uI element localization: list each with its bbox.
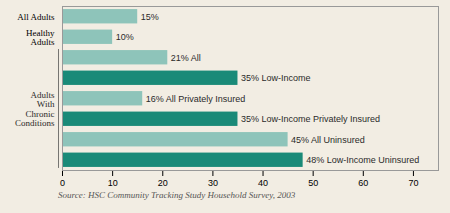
svg-text:48% Low-Income Uninsured: 48% Low-Income Uninsured [306, 155, 419, 165]
svg-text:20: 20 [158, 178, 168, 188]
svg-text:10: 10 [108, 178, 118, 188]
svg-text:35% Low-Income Privately Insur: 35% Low-Income Privately Insured [241, 114, 380, 124]
svg-text:All Adults: All Adults [17, 12, 55, 22]
svg-text:40: 40 [258, 178, 268, 188]
svg-text:HealthyAdults: HealthyAdults [26, 28, 55, 47]
html-text:Source: HSC Community Tracking: Source: HSC Community Tracking Study Hou… [58, 190, 296, 200]
svg-text:70: 70 [408, 178, 418, 188]
svg-text:21% All: 21% All [171, 53, 201, 63]
svg-text:50: 50 [308, 178, 318, 188]
svg-text:30: 30 [208, 178, 218, 188]
svg-text:45% All Uninsured: 45% All Uninsured [291, 135, 365, 145]
svg-text:16% All Privately Insured: 16% All Privately Insured [146, 94, 246, 104]
svg-text:60: 60 [358, 178, 368, 188]
svg-text:35% Low-Income: 35% Low-Income [241, 73, 311, 83]
svg-text:AdultsWithChronicConditions: AdultsWithChronicConditions [15, 90, 55, 128]
svg-text:10%: 10% [116, 32, 134, 42]
svg-text:0: 0 [60, 178, 65, 188]
svg-text:15%: 15% [141, 12, 159, 22]
